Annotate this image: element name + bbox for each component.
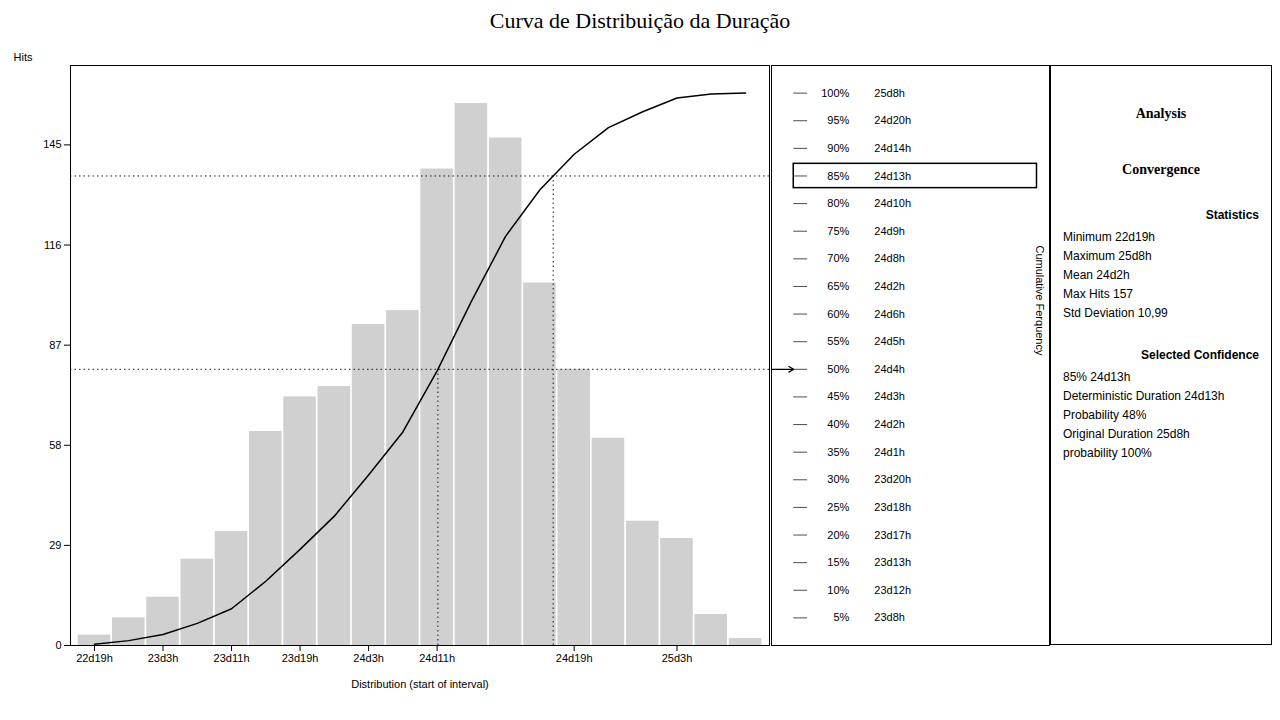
svg-text:24d20h: 24d20h — [874, 114, 911, 126]
svg-text:25%: 25% — [827, 501, 849, 513]
svg-text:0: 0 — [55, 639, 61, 651]
svg-text:24d3h: 24d3h — [353, 652, 384, 664]
svg-text:116: 116 — [44, 239, 62, 251]
svg-text:24d3h: 24d3h — [874, 390, 905, 402]
html-text:Selected Confidence: Selected Confidence — [1141, 348, 1259, 362]
html-text:Deterministic Duration 24d13h: Deterministic Duration 24d13h — [1063, 389, 1225, 403]
svg-text:60%: 60% — [827, 308, 849, 320]
svg-text:45%: 45% — [827, 390, 849, 402]
svg-text:29: 29 — [49, 539, 61, 551]
svg-text:23d13h: 23d13h — [874, 556, 911, 568]
svg-text:24d19h: 24d19h — [556, 652, 593, 664]
svg-text:23d17h: 23d17h — [874, 529, 911, 541]
html-text:Statistics: Statistics — [1205, 208, 1259, 222]
svg-text:100%: 100% — [821, 87, 849, 99]
svg-text:40%: 40% — [827, 418, 849, 430]
html-text:Convergence: Convergence — [1122, 162, 1200, 177]
svg-text:25d3h: 25d3h — [662, 652, 693, 664]
svg-text:Cumulative Ferquency: Cumulative Ferquency — [1034, 245, 1046, 356]
svg-text:87: 87 — [49, 339, 61, 351]
svg-text:24d2h: 24d2h — [874, 418, 905, 430]
svg-text:24d14h: 24d14h — [874, 142, 911, 154]
svg-text:20%: 20% — [827, 529, 849, 541]
svg-text:30%: 30% — [827, 473, 849, 485]
html-text:Original Duration 25d8h: Original Duration 25d8h — [1063, 427, 1190, 441]
svg-text:23d19h: 23d19h — [282, 652, 319, 664]
html-text:Std Deviation 10,99: Std Deviation 10,99 — [1063, 306, 1168, 320]
svg-text:70%: 70% — [827, 252, 849, 264]
svg-text:24d4h: 24d4h — [874, 363, 905, 375]
svg-text:24d9h: 24d9h — [874, 225, 905, 237]
svg-text:24d10h: 24d10h — [874, 197, 911, 209]
svg-text:22d19h: 22d19h — [76, 652, 113, 664]
svg-text:24d2h: 24d2h — [874, 280, 905, 292]
svg-text:85%: 85% — [827, 169, 849, 181]
svg-text:75%: 75% — [827, 225, 849, 237]
svg-text:24d8h: 24d8h — [874, 252, 905, 264]
svg-text:55%: 55% — [827, 335, 849, 347]
svg-text:23d12h: 23d12h — [874, 584, 911, 596]
svg-text:145: 145 — [43, 138, 61, 150]
svg-text:65%: 65% — [827, 280, 849, 292]
svg-text:23d3h: 23d3h — [148, 652, 179, 664]
svg-text:Hits: Hits — [14, 51, 33, 63]
html-text:Analysis: Analysis — [1135, 106, 1187, 121]
svg-text:10%: 10% — [827, 584, 849, 596]
html-text:85% 24d13h: 85% 24d13h — [1063, 370, 1131, 384]
html-text:probability 100%: probability 100% — [1063, 446, 1152, 460]
html-text:Minimum 22d19h: Minimum 22d19h — [1063, 230, 1155, 244]
svg-text:50%: 50% — [827, 363, 849, 375]
svg-text:35%: 35% — [827, 446, 849, 458]
svg-text:24d13h: 24d13h — [874, 169, 911, 181]
svg-text:24d5h: 24d5h — [874, 335, 905, 347]
svg-text:23d20h: 23d20h — [874, 473, 911, 485]
svg-text:15%: 15% — [827, 556, 849, 568]
html-text:Probability 48%: Probability 48% — [1063, 408, 1147, 422]
html-text:Curva de Distribuição da Duraç: Curva de Distribuição da Duração — [489, 8, 791, 33]
svg-text:24d6h: 24d6h — [874, 308, 905, 320]
svg-text:5%: 5% — [833, 611, 849, 623]
svg-text:58: 58 — [49, 439, 61, 451]
html-text:Maximum 25d8h: Maximum 25d8h — [1063, 249, 1152, 263]
svg-text:95%: 95% — [827, 114, 849, 126]
svg-text:90%: 90% — [827, 142, 849, 154]
svg-text:24d1h: 24d1h — [874, 446, 905, 458]
html-text:Mean 24d2h: Mean 24d2h — [1063, 268, 1130, 282]
svg-text:23d8h: 23d8h — [874, 611, 905, 623]
svg-text:Distribution (start of interva: Distribution (start of interval) — [351, 678, 489, 690]
svg-text:23d18h: 23d18h — [874, 501, 911, 513]
svg-text:80%: 80% — [827, 197, 849, 209]
html-text:Max Hits 157: Max Hits 157 — [1063, 287, 1133, 301]
svg-text:24d11h: 24d11h — [419, 652, 455, 664]
svg-text:23d11h: 23d11h — [214, 652, 250, 664]
svg-text:25d8h: 25d8h — [874, 87, 905, 99]
